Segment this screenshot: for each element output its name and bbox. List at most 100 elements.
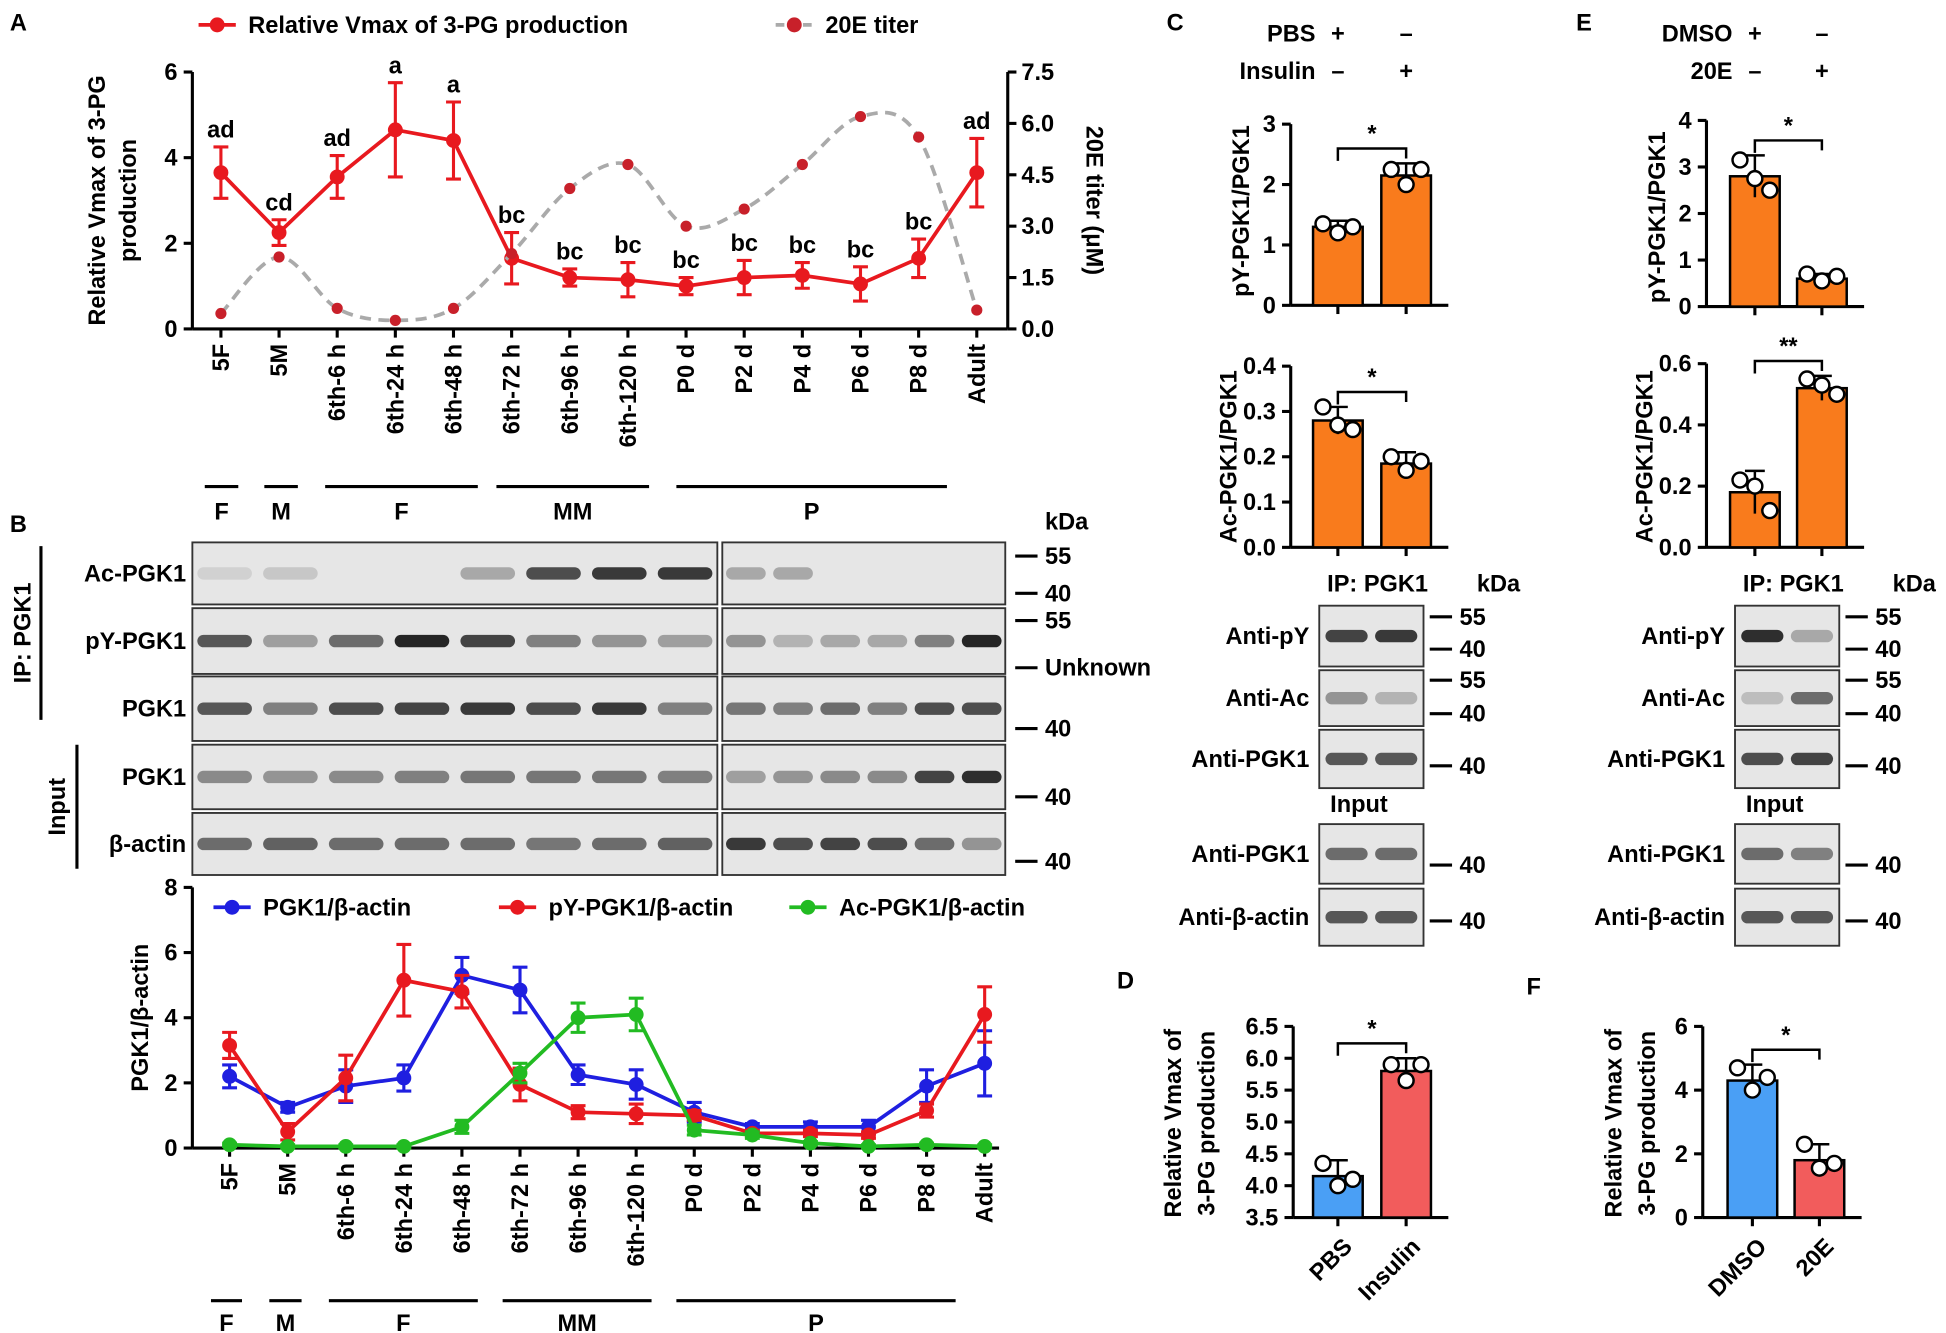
group-label: MM bbox=[553, 498, 592, 524]
y-tick-label: 0.4 bbox=[1243, 353, 1276, 379]
blot-band bbox=[914, 702, 955, 715]
significance-letter: bc bbox=[789, 232, 817, 258]
blot-band bbox=[460, 702, 516, 715]
blot-band bbox=[1375, 847, 1418, 861]
y-tick-label: 2 bbox=[1678, 201, 1691, 227]
blot-band bbox=[526, 702, 581, 715]
data-point bbox=[570, 1067, 586, 1083]
blot-band bbox=[867, 702, 908, 715]
blot-row-label: β-actin bbox=[109, 831, 186, 857]
kda-label: 40 bbox=[1460, 701, 1486, 727]
data-point bbox=[1758, 1068, 1776, 1087]
kda-label: 55 bbox=[1460, 604, 1486, 630]
data-point bbox=[512, 982, 528, 998]
blot-band bbox=[1375, 691, 1418, 705]
blot-row-label: Anti-PGK1 bbox=[1607, 746, 1725, 772]
data-point bbox=[1746, 169, 1764, 188]
data-point bbox=[570, 1010, 586, 1026]
blot-row-label: PGK1 bbox=[122, 764, 186, 790]
blot-box bbox=[721, 812, 1007, 876]
blot-band bbox=[773, 770, 813, 784]
blot-band bbox=[1741, 847, 1784, 861]
significance-letter: bc bbox=[498, 202, 526, 228]
blot-band bbox=[1790, 910, 1834, 924]
x-tick-label: Adult bbox=[964, 344, 990, 404]
kda-label: 40 bbox=[1875, 636, 1901, 662]
blot-band bbox=[726, 770, 766, 784]
blot-band bbox=[657, 567, 713, 580]
blot-band bbox=[867, 837, 908, 851]
data-point bbox=[338, 1070, 354, 1086]
blot-box bbox=[1734, 669, 1841, 728]
data-point bbox=[628, 1077, 644, 1092]
y-tick-label: 0.3 bbox=[1243, 398, 1276, 424]
blot-row-label: Anti-Ac bbox=[1641, 685, 1725, 711]
x-tick-label: Insulin bbox=[1353, 1233, 1425, 1305]
data-point bbox=[1810, 1159, 1829, 1177]
blot-band bbox=[197, 837, 252, 851]
x-tick-label: P4 d bbox=[797, 1163, 823, 1213]
blot-band bbox=[328, 837, 384, 851]
data-point bbox=[454, 984, 470, 1000]
data-point bbox=[1382, 448, 1400, 466]
y-tick-label: 0 bbox=[164, 316, 177, 342]
significance-letter: cd bbox=[265, 189, 293, 215]
data-point bbox=[1828, 267, 1846, 286]
blot-band bbox=[773, 634, 813, 648]
data-point bbox=[1329, 224, 1347, 242]
blot-band bbox=[773, 702, 813, 715]
condition-name: 20E bbox=[1691, 58, 1733, 84]
legend-label: Ac-PGK1/β-actin bbox=[839, 894, 1025, 920]
bar bbox=[1726, 1079, 1779, 1219]
x-tick-label: 6th-72 h bbox=[507, 1163, 533, 1253]
y-tick-label: 2 bbox=[1675, 1141, 1688, 1167]
group-label: P bbox=[804, 498, 820, 524]
x-tick-label: P6 d bbox=[856, 1163, 882, 1213]
blot-band bbox=[914, 837, 955, 851]
data-point bbox=[222, 1068, 238, 1084]
blot-band bbox=[394, 770, 450, 784]
significance-letter: ad bbox=[323, 125, 351, 151]
blot-band bbox=[263, 837, 318, 851]
kda-label: 55 bbox=[1875, 667, 1901, 693]
data-point bbox=[1397, 175, 1415, 194]
data-point bbox=[744, 1127, 760, 1143]
blot-band bbox=[263, 702, 318, 715]
x-tick-label: 5F bbox=[208, 344, 234, 372]
data-point bbox=[628, 1007, 644, 1022]
kda-label: 55 bbox=[1875, 604, 1901, 630]
y-tick-label: 0 bbox=[1678, 294, 1691, 320]
x-tick-label: 6th-48 h bbox=[440, 344, 466, 434]
x-tick-label: 6th-96 h bbox=[557, 344, 583, 434]
significance-bracket bbox=[1753, 139, 1824, 153]
data-point bbox=[794, 267, 810, 283]
data-point bbox=[1329, 1176, 1347, 1195]
y-axis-label: production bbox=[115, 139, 141, 262]
group-label: M bbox=[271, 498, 291, 524]
y-tick-label: 0.0 bbox=[1659, 534, 1692, 560]
data-point bbox=[977, 1055, 993, 1071]
data-point bbox=[1344, 1170, 1362, 1188]
group-label: F bbox=[396, 1310, 410, 1333]
significance-letter: bc bbox=[847, 236, 875, 262]
blot-row-label: Ac-PGK1 bbox=[84, 560, 186, 586]
group-label: F bbox=[214, 498, 228, 524]
data-point bbox=[506, 247, 518, 260]
legend-label: 20E titer bbox=[825, 12, 918, 38]
blot-band bbox=[263, 770, 318, 784]
data-point bbox=[796, 158, 808, 171]
data-point bbox=[1813, 272, 1831, 290]
blot-band bbox=[526, 837, 581, 851]
data-point bbox=[913, 131, 925, 143]
data-point bbox=[454, 1119, 470, 1135]
blot-band bbox=[197, 567, 252, 580]
significance-bracket bbox=[1751, 1048, 1821, 1063]
panel-label: D bbox=[1117, 967, 1134, 993]
data-point bbox=[1397, 1071, 1415, 1090]
x-tick-label: 6th-24 h bbox=[391, 1163, 417, 1253]
data-point bbox=[1828, 385, 1846, 403]
data-point bbox=[446, 133, 461, 148]
data-point bbox=[977, 1138, 993, 1154]
y-tick-label: 6.0 bbox=[1246, 1045, 1279, 1071]
blot-band bbox=[197, 770, 252, 784]
